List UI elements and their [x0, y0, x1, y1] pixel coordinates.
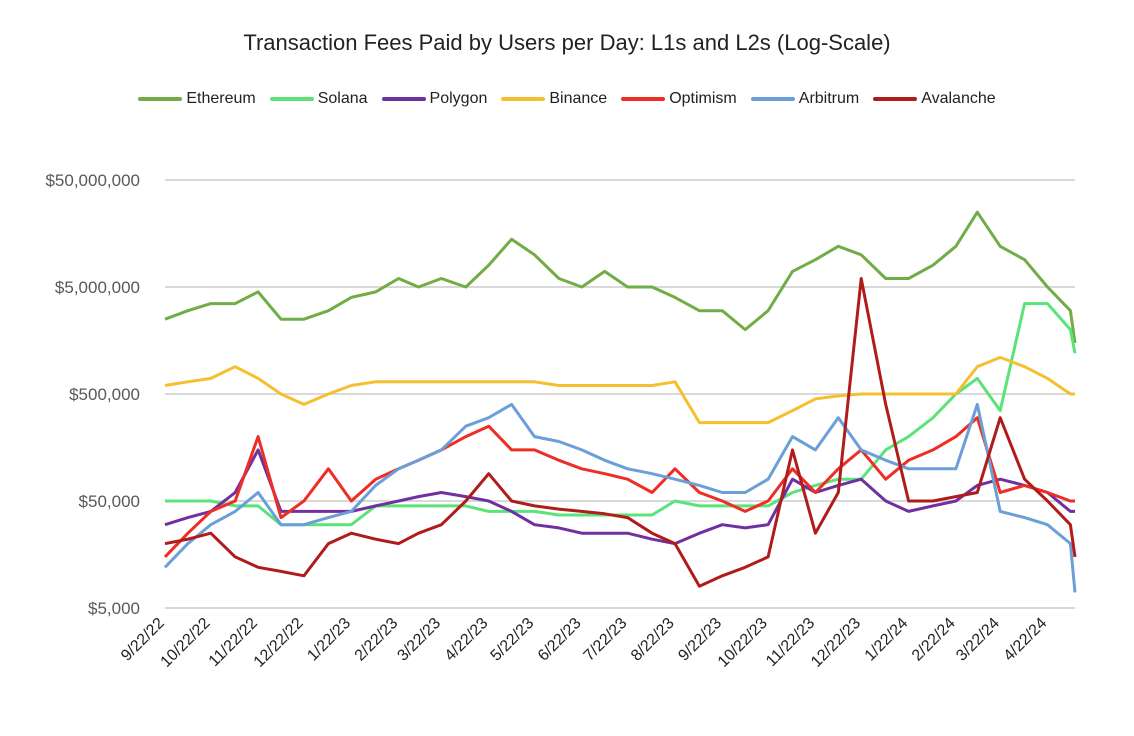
y-tick-label: $5,000,000	[55, 278, 140, 297]
legend-item-polygon: Polygon	[381, 90, 488, 108]
x-tick-label: 4/22/24	[1001, 615, 1051, 665]
legend: Ethereum Solana Polygon Binance Optimism Arbi…	[0, 90, 1134, 108]
legend-swatch	[269, 97, 314, 101]
x-tick-label: 5/22/23	[488, 615, 538, 665]
legend-item-binance: Binance	[501, 90, 607, 108]
x-tick-label: 4/22/23	[442, 615, 492, 665]
legend-swatch	[750, 97, 795, 101]
series-line-solana	[165, 302, 1077, 527]
x-tick-label: 3/22/24	[953, 615, 1003, 665]
legend-item-optimism: Optimism	[621, 90, 737, 108]
legend-label: Ethereum	[186, 90, 256, 107]
series-line-binance	[164, 355, 1075, 425]
y-tick-label: $5,000	[88, 599, 140, 618]
legend-swatch	[138, 97, 183, 101]
legend-label: Optimism	[669, 90, 737, 107]
legend-label: Binance	[549, 90, 608, 107]
legend-label: Avalanche	[921, 90, 996, 107]
legend-label: Arbitrum	[798, 90, 860, 107]
chart-title: Transaction Fees Paid by Users per Day: …	[243, 30, 891, 55]
legend-item-ethereum: Ethereum	[138, 90, 256, 108]
series-line-polygon	[164, 448, 1075, 546]
x-tick-label: 7/22/23	[581, 615, 631, 665]
x-tick-label: 2/22/23	[352, 615, 402, 665]
x-tick-label: 2/22/24	[909, 615, 959, 665]
series-line-avalanche	[164, 277, 1077, 588]
legend-swatch	[621, 97, 666, 101]
legend-swatch	[501, 97, 546, 101]
x-tick-label: 1/22/23	[304, 615, 354, 665]
legend-item-avalanche: Avalanche	[873, 90, 996, 108]
series-line-optimism	[163, 416, 1075, 558]
legend-item-solana: Solana	[269, 90, 368, 108]
legend-swatch	[381, 97, 426, 101]
x-tick-label: 10/22/22	[158, 615, 214, 671]
x-tick-label: 12/22/22	[251, 615, 307, 671]
y-tick-label: $50,000	[79, 492, 140, 511]
legend-label: Polygon	[429, 90, 488, 107]
x-tick-label: 8/22/23	[628, 615, 678, 665]
legend-item-arbitrum: Arbitrum	[750, 90, 860, 108]
y-tick-label: $500,000	[69, 385, 140, 404]
x-tick-label: 1/22/24	[862, 615, 912, 665]
series-line-ethereum	[164, 210, 1077, 344]
series-line-arbitrum	[163, 402, 1077, 593]
y-tick-label: $50,000,000	[45, 171, 140, 190]
legend-label: Solana	[317, 90, 368, 107]
legend-swatch	[873, 97, 918, 101]
x-tick-label: 12/22/23	[808, 615, 864, 671]
x-tick-label: 10/22/23	[715, 615, 771, 671]
x-tick-label: 6/22/23	[535, 615, 585, 665]
x-tick-label: 3/22/23	[394, 615, 444, 665]
